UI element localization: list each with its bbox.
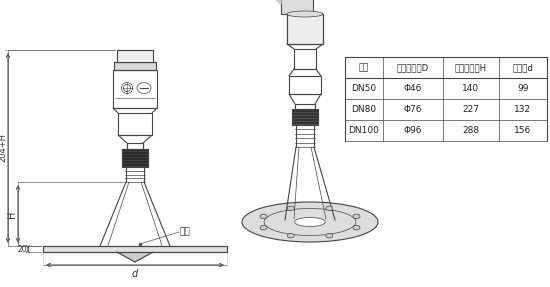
- Text: 喇叭口高度H: 喇叭口高度H: [455, 63, 487, 72]
- Bar: [294, 49, 316, 69]
- Ellipse shape: [295, 218, 325, 226]
- Text: 99: 99: [517, 84, 529, 93]
- Text: H: H: [7, 210, 17, 218]
- Text: DN100: DN100: [349, 126, 379, 135]
- Bar: [295, 104, 315, 109]
- Text: 227: 227: [463, 105, 480, 114]
- Bar: [117, 50, 153, 62]
- Text: Φ96: Φ96: [404, 126, 422, 135]
- Ellipse shape: [287, 206, 294, 211]
- Bar: [114, 62, 156, 70]
- Text: DN50: DN50: [351, 84, 377, 93]
- Text: 204+H: 204+H: [0, 133, 7, 162]
- Text: 喇叭口直径D: 喇叭口直径D: [397, 63, 429, 72]
- Bar: [281, 0, 313, 14]
- Ellipse shape: [287, 233, 294, 238]
- Ellipse shape: [287, 11, 323, 17]
- Text: 156: 156: [514, 126, 532, 135]
- Text: 20: 20: [18, 245, 27, 253]
- Text: 法兰: 法兰: [359, 63, 369, 72]
- Bar: [43, 246, 227, 252]
- Bar: [127, 143, 143, 149]
- Text: d: d: [132, 269, 138, 279]
- Text: DN80: DN80: [351, 105, 377, 114]
- Bar: [289, 76, 321, 94]
- Ellipse shape: [260, 225, 267, 230]
- Text: 288: 288: [463, 126, 480, 135]
- Text: 法兰: 法兰: [180, 228, 191, 236]
- Bar: [122, 149, 148, 167]
- Ellipse shape: [326, 206, 333, 211]
- Text: Φ46: Φ46: [404, 84, 422, 93]
- Ellipse shape: [353, 214, 360, 219]
- Text: 140: 140: [463, 84, 480, 93]
- Ellipse shape: [260, 214, 267, 219]
- Bar: [287, 14, 323, 44]
- Text: 四氟盘d: 四氟盘d: [513, 63, 534, 72]
- Ellipse shape: [242, 202, 378, 242]
- Text: 132: 132: [514, 105, 531, 114]
- Bar: [292, 109, 318, 125]
- Ellipse shape: [353, 225, 360, 230]
- Ellipse shape: [326, 233, 333, 238]
- Polygon shape: [256, 0, 281, 4]
- Bar: [113, 70, 157, 108]
- Text: Φ76: Φ76: [404, 105, 422, 114]
- Polygon shape: [117, 252, 153, 262]
- Bar: [118, 113, 152, 135]
